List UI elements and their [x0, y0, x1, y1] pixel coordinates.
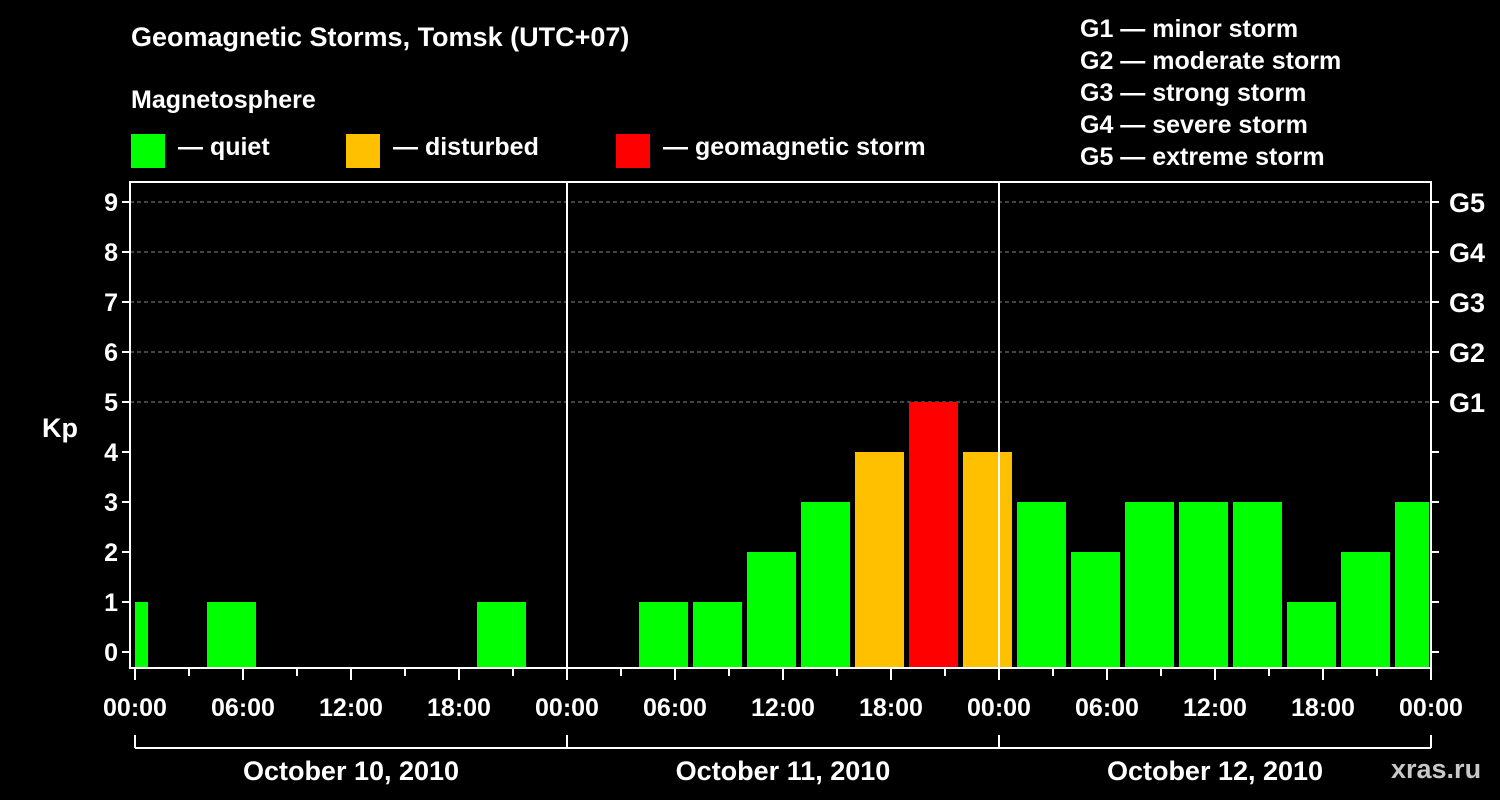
bar-11 [693, 602, 742, 668]
bar-12 [747, 552, 796, 668]
plot-frame [129, 181, 1432, 669]
x-tick-label-11: 18:00 [1291, 694, 1355, 722]
storm-scale-legend: G1 — minor storm G2 — moderate storm G3 … [1080, 13, 1341, 173]
storm-level-label-g4: G4 [1449, 238, 1485, 268]
bar-0 [135, 602, 148, 668]
storm-level-label-g5: G5 [1449, 188, 1485, 218]
x-tick-label-2: 12:00 [319, 694, 383, 722]
legend-swatch-disturbed [346, 134, 380, 168]
y-tick-label-0: 0 [104, 639, 118, 667]
legend-swatch-quiet [131, 134, 165, 168]
storm-scale-g2: G2 — moderate storm [1080, 47, 1342, 75]
x-tick-label-12: 00:00 [1399, 694, 1463, 722]
legend-label-quiet: — quiet [178, 133, 270, 161]
bar-16 [963, 452, 1012, 668]
x-tick-label-5: 06:00 [643, 694, 707, 722]
x-tick-label-1: 06:00 [211, 694, 275, 722]
x-tick-label-7: 18:00 [859, 694, 923, 722]
bar-22 [1287, 602, 1336, 668]
chart-subtitle: Magnetosphere [131, 86, 316, 114]
date-label-0: October 10, 2010 [243, 756, 459, 786]
x-tick-label-3: 18:00 [427, 694, 491, 722]
bar-19 [1125, 502, 1174, 668]
y-tick-label-7: 7 [104, 289, 118, 317]
legend-label-storm: — geomagnetic storm [663, 133, 926, 161]
storm-level-label-g3: G3 [1449, 288, 1485, 318]
bar-15 [909, 402, 958, 668]
y-tick-label-6: 6 [104, 339, 118, 367]
storm-scale-g5: G5 — extreme storm [1080, 143, 1325, 171]
legend-swatch-storm [616, 134, 650, 168]
x-tick-label-9: 06:00 [1075, 694, 1139, 722]
y-tick-label-5: 5 [104, 389, 118, 417]
storm-level-label-g2: G2 [1449, 338, 1485, 368]
chart-title: Geomagnetic Storms, Tomsk (UTC+07) [131, 22, 630, 52]
bar-13 [801, 502, 850, 668]
bar-20 [1179, 502, 1228, 668]
bar-7 [477, 602, 526, 668]
y-tick-label-1: 1 [104, 589, 118, 617]
bar-14 [855, 452, 904, 668]
y-tick-label-8: 8 [104, 239, 118, 267]
storm-scale-g1: G1 — minor storm [1080, 15, 1299, 43]
bar-24 [1395, 502, 1429, 668]
bar-23 [1341, 552, 1390, 668]
date-label-1: October 11, 2010 [676, 756, 891, 786]
y-axis-label: Kp [42, 413, 78, 443]
bar-2 [207, 602, 256, 668]
legend-label-disturbed: — disturbed [393, 133, 539, 161]
storm-scale-g4: G4 — severe storm [1080, 111, 1308, 139]
storm-scale-g3: G3 — strong storm [1080, 79, 1307, 107]
x-tick-label-4: 00:00 [535, 694, 599, 722]
y-tick-label-9: 9 [104, 189, 118, 217]
y-tick-label-3: 3 [104, 489, 118, 517]
bar-10 [639, 602, 688, 668]
storm-level-label-g1: G1 [1449, 388, 1485, 418]
bar-17 [1017, 502, 1066, 668]
y-tick-label-2: 2 [104, 539, 118, 567]
watermark: xras.ru [1391, 754, 1482, 784]
x-tick-label-10: 12:00 [1183, 694, 1247, 722]
date-label-2: October 12, 2010 [1107, 756, 1323, 786]
x-tick-label-0: 00:00 [103, 694, 167, 722]
x-tick-label-8: 00:00 [967, 694, 1031, 722]
y-tick-label-4: 4 [104, 439, 118, 467]
bar-18 [1071, 552, 1120, 668]
bar-21 [1233, 502, 1282, 668]
x-tick-label-6: 12:00 [751, 694, 815, 722]
